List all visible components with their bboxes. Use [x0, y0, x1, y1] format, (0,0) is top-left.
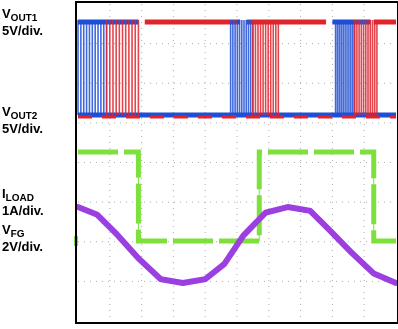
- vout2-label: VOUT2 5V/div.: [2, 104, 43, 136]
- vout1-symbol: V: [2, 6, 11, 21]
- vout2-symbol: V: [2, 104, 11, 119]
- iload-scale: 1A/div.: [2, 203, 44, 218]
- iload-subscript: LOAD: [5, 193, 34, 204]
- iload-trace: [75, 204, 398, 286]
- vfg-label: VFG 2V/div.: [2, 222, 43, 254]
- vfg-subscript: FG: [10, 229, 25, 240]
- vfg-symbol: V: [2, 222, 11, 237]
- vout2-scale: 5V/div.: [2, 121, 43, 136]
- traces: [74, 19, 398, 286]
- vout1-label: VOUT1 5V/div.: [2, 6, 43, 38]
- plot-frame: [75, 1, 398, 324]
- vout1-subscript: OUT1: [10, 13, 38, 24]
- vout2-subscript: OUT2: [10, 111, 38, 122]
- vout1-scale: 5V/div.: [2, 23, 43, 38]
- iload-symbol: I: [2, 186, 6, 201]
- vfg-scale: 2V/div.: [2, 239, 43, 254]
- iload-label: ILOAD 1A/div.: [2, 186, 44, 218]
